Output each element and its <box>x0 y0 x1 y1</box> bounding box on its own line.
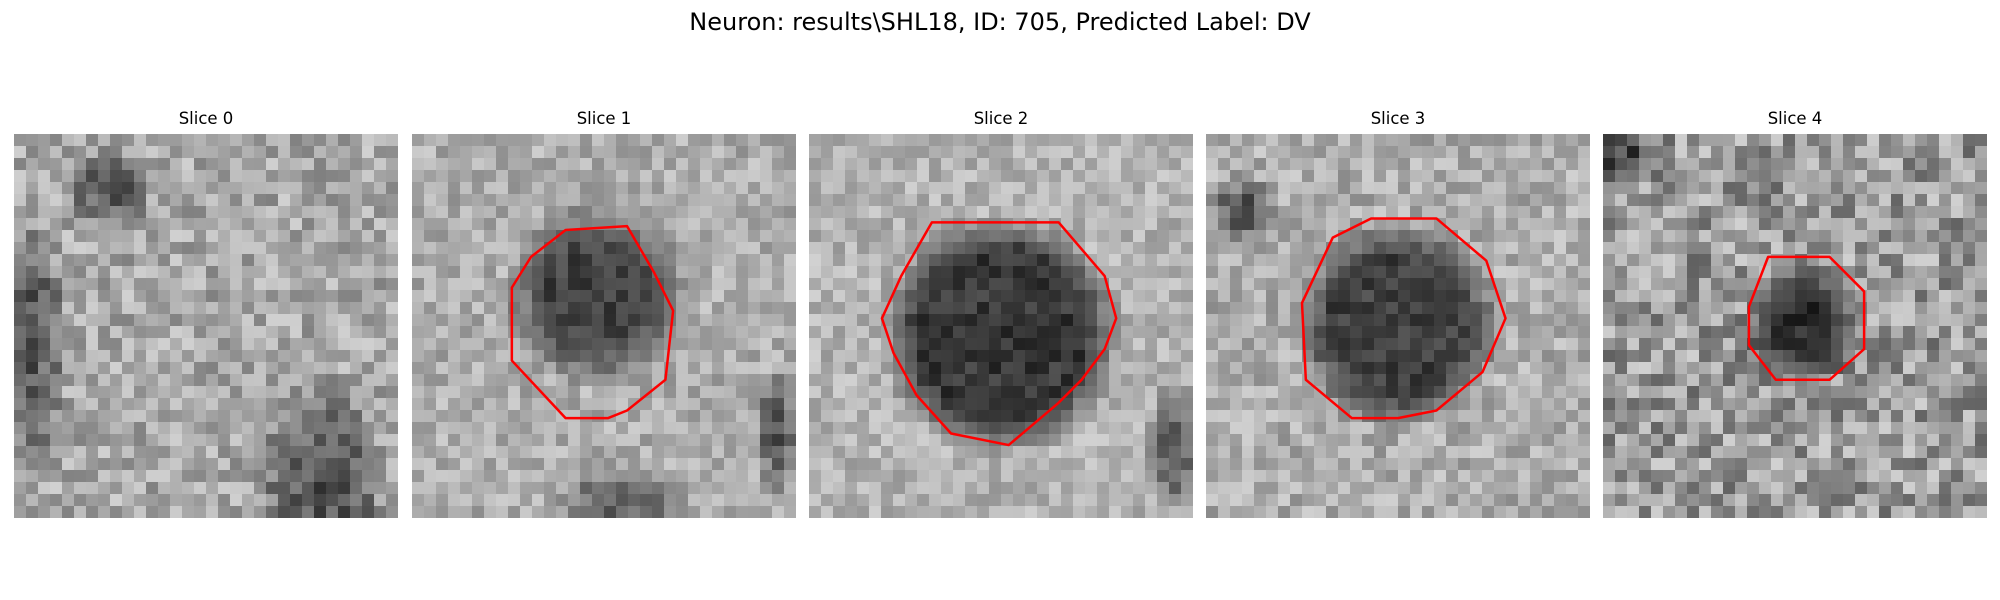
figure-title: Neuron: results\SHL18, ID: 705, Predicte… <box>689 8 1311 36</box>
panel-title: Slice 3 <box>1370 109 1426 128</box>
pixel-grid <box>412 134 796 518</box>
slice-image <box>809 134 1193 518</box>
panel-title: Slice 4 <box>1767 109 1823 128</box>
roi-contour <box>510 224 675 420</box>
slice-image <box>14 134 398 518</box>
roi-contour <box>1747 255 1866 382</box>
panel-slice-4: Slice 4 <box>1603 108 1987 518</box>
panel-slice-3: Slice 3 <box>1206 108 1590 518</box>
pixel-grid <box>14 134 398 518</box>
panel-title: Slice 1 <box>576 109 632 128</box>
slice-image <box>1603 134 1987 518</box>
pixel-grid <box>809 134 1193 518</box>
panel-title: Slice 2 <box>973 109 1029 128</box>
panel-title: Slice 0 <box>178 109 234 128</box>
roi-contour <box>1300 217 1507 420</box>
slice-image <box>1206 134 1590 518</box>
pixel-grid <box>1206 134 1590 518</box>
panel-slice-0: Slice 0 <box>14 108 398 518</box>
panel-slice-2: Slice 2 <box>809 108 1193 518</box>
pixel-grid <box>1603 134 1987 518</box>
roi-contour <box>880 221 1118 447</box>
panel-slice-1: Slice 1 <box>412 108 796 518</box>
slice-image <box>412 134 796 518</box>
